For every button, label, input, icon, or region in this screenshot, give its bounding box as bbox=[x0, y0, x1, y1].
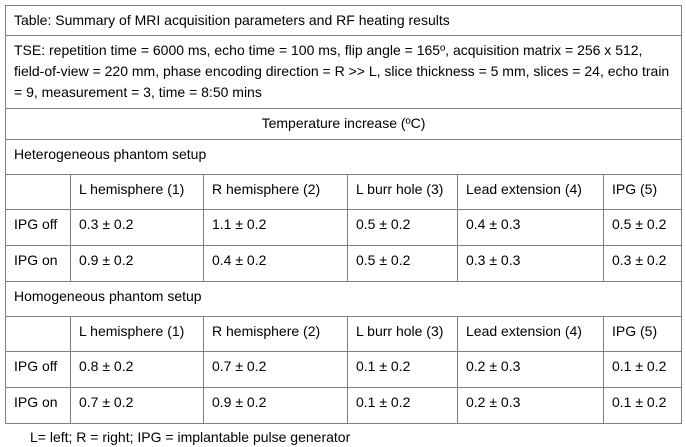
table-title-row: Table: Summary of MRI acquisition parame… bbox=[4, 5, 683, 36]
data-cell: 0.1 ± 0.2 bbox=[602, 351, 683, 388]
column-header-l-hemisphere: L hemisphere (1) bbox=[70, 316, 204, 352]
data-cell: 0.4 ± 0.3 bbox=[457, 209, 604, 246]
table-title: Table: Summary of MRI acquisition parame… bbox=[4, 5, 683, 36]
data-cell: 0.3 ± 0.3 bbox=[457, 245, 604, 282]
mri-parameters-table: Table: Summary of MRI acquisition parame… bbox=[4, 5, 683, 424]
column-header-empty bbox=[5, 316, 71, 352]
data-cell: 0.2 ± 0.3 bbox=[457, 387, 604, 424]
data-cell: 0.4 ± 0.2 bbox=[203, 245, 348, 282]
table-row: IPG off 0.8 ± 0.2 0.7 ± 0.2 0.1 ± 0.2 0.… bbox=[5, 351, 683, 388]
data-cell: 0.5 ± 0.2 bbox=[602, 209, 683, 246]
row-label: IPG off bbox=[5, 351, 71, 388]
row-label: IPG on bbox=[5, 387, 71, 424]
temperature-header: Temperature increase (ºC) bbox=[4, 108, 683, 140]
data-cell: 0.7 ± 0.2 bbox=[203, 351, 348, 388]
column-header-ipg: IPG (5) bbox=[602, 316, 683, 352]
section-label-homogeneous: Homogeneous phantom setup bbox=[4, 281, 683, 317]
acquisition-params-text: TSE: repetition time = 6000 ms, echo tim… bbox=[4, 35, 683, 109]
section-label-heterogeneous: Heterogeneous phantom setup bbox=[4, 139, 683, 175]
temperature-header-row: Temperature increase (ºC) bbox=[4, 108, 683, 140]
section-row-homogeneous: Homogeneous phantom setup bbox=[4, 281, 683, 317]
row-label: IPG on bbox=[5, 245, 71, 282]
column-header-r-hemisphere: R hemisphere (2) bbox=[203, 316, 348, 352]
data-cell: 1.1 ± 0.2 bbox=[203, 209, 348, 246]
column-header-lead-extension: Lead extension (4) bbox=[457, 174, 604, 210]
data-cell: 0.7 ± 0.2 bbox=[70, 387, 204, 424]
table-row: IPG off 0.3 ± 0.2 1.1 ± 0.2 0.5 ± 0.2 0.… bbox=[5, 209, 683, 246]
data-cell: 0.3 ± 0.2 bbox=[602, 245, 683, 282]
column-header-l-burr-hole: L burr hole (3) bbox=[347, 316, 458, 352]
section-row-heterogeneous: Heterogeneous phantom setup bbox=[4, 139, 683, 175]
column-header-ipg: IPG (5) bbox=[602, 174, 683, 210]
data-cell: 0.2 ± 0.3 bbox=[457, 351, 604, 388]
column-header-empty bbox=[5, 174, 71, 210]
column-header-l-hemisphere: L hemisphere (1) bbox=[70, 174, 204, 210]
data-cell: 0.8 ± 0.2 bbox=[70, 351, 204, 388]
data-cell: 0.9 ± 0.2 bbox=[70, 245, 204, 282]
data-cell: 0.1 ± 0.2 bbox=[347, 387, 458, 424]
footnote: L= left; R = right; IPG = implantable pu… bbox=[30, 429, 351, 445]
data-cell: 0.1 ± 0.2 bbox=[347, 351, 458, 388]
table-row: IPG on 0.7 ± 0.2 0.9 ± 0.2 0.1 ± 0.2 0.2… bbox=[5, 387, 683, 424]
column-header-l-burr-hole: L burr hole (3) bbox=[347, 174, 458, 210]
acquisition-params-row: TSE: repetition time = 6000 ms, echo tim… bbox=[4, 35, 683, 109]
column-header-row: L hemisphere (1) R hemisphere (2) L burr… bbox=[5, 316, 683, 352]
data-cell: 0.3 ± 0.2 bbox=[70, 209, 204, 246]
column-header-row: L hemisphere (1) R hemisphere (2) L burr… bbox=[5, 174, 683, 210]
data-cell: 0.5 ± 0.2 bbox=[347, 209, 458, 246]
table-row: IPG on 0.9 ± 0.2 0.4 ± 0.2 0.5 ± 0.2 0.3… bbox=[5, 245, 683, 282]
column-header-r-hemisphere: R hemisphere (2) bbox=[203, 174, 348, 210]
column-header-lead-extension: Lead extension (4) bbox=[457, 316, 604, 352]
data-cell: 0.9 ± 0.2 bbox=[203, 387, 348, 424]
data-cell: 0.5 ± 0.2 bbox=[347, 245, 458, 282]
data-cell: 0.1 ± 0.2 bbox=[602, 387, 683, 424]
row-label: IPG off bbox=[5, 209, 71, 246]
